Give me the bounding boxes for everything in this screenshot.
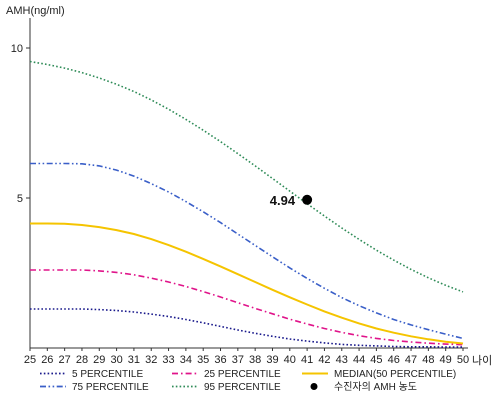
x-tick-label: 44 [353,354,365,366]
series-line-25-percentile [30,269,464,346]
x-tick-label: 48 [422,354,434,366]
x-tick-label: 34 [180,354,192,366]
patient-amh-value-label: 4.94 [270,193,296,208]
x-tick-label: 26 [41,354,53,366]
legend: 5 PERCENTILE 25 PERCENTILE MEDIAN(50 PERCE… [40,369,456,393]
y-tick-label: 5 [17,193,23,205]
series-line-median-50-percentile [30,222,464,345]
x-tick-label: 25 [24,354,36,366]
axes: AMH(ng/ml) 나이 [6,5,492,367]
x-tick-label: 43 [336,354,348,366]
x-tick-label: 41 [301,354,313,366]
y-axis-title: AMH(ng/ml) [6,5,65,17]
legend-label: MEDIAN(50 PERCENTILE) [334,369,456,380]
x-tick-label: 28 [76,354,88,366]
legend-label: 5 PERCENTILE [72,369,143,380]
x-tick-label: 47 [405,354,417,366]
legend-label: 95 PERCENTILE [204,382,281,393]
x-ticks: 25 26 27 28 29 30 31 32 33 34 35 36 37 38 39 40 41 42 43 44… [24,348,469,366]
x-tick-label: 30 [110,354,122,366]
x-tick-label: 29 [93,354,105,366]
x-tick-label: 49 [440,354,452,366]
x-axis-title: 나이 [472,354,492,367]
x-tick-label: 36 [214,354,226,366]
x-tick-label: 27 [59,354,71,366]
y-tick-label: 10 [11,43,23,55]
x-tick-label: 39 [266,354,278,366]
x-tick-label: 37 [232,354,244,366]
patient-marker: 4.94 [270,193,313,208]
legend-label: 수진자의 AMH 농도 [334,381,417,393]
x-tick-label: 35 [197,354,209,366]
x-tick-label: 45 [370,354,382,366]
x-tick-label: 32 [145,354,157,366]
x-tick-label: 33 [162,354,174,366]
x-tick-label: 50 [457,354,469,366]
legend-label: 75 PERCENTILE [72,382,149,393]
series-lines [29,60,464,348]
x-tick-label: 42 [318,354,330,366]
x-tick-label: 40 [284,354,296,366]
x-tick-label: 31 [128,354,140,366]
legend-label: 25 PERCENTILE [204,369,281,380]
x-tick-label: 46 [388,354,400,366]
patient-amh-point [302,194,313,205]
series-line-75-percentile [30,162,464,340]
x-tick-label: 38 [249,354,261,366]
legend-swatch-patient-marker [310,383,318,390]
series-line-95-percentile [29,60,464,293]
y-ticks: 5 10 [11,43,30,205]
